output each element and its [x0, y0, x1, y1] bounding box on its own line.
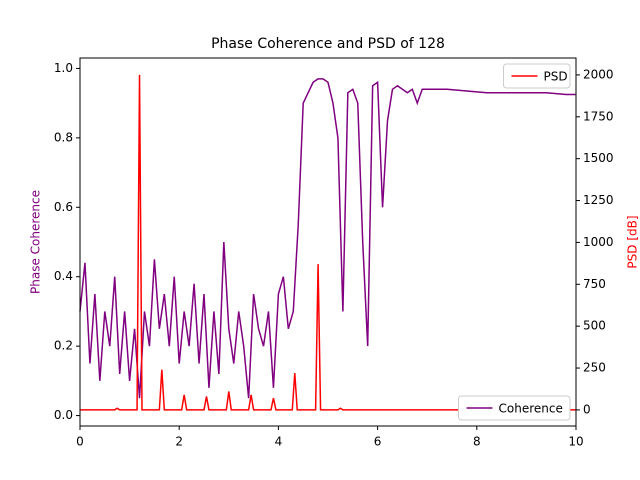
y2-tick-label: 1250: [583, 193, 614, 207]
y2-tick-label: 250: [583, 361, 606, 375]
y-tick-label: 0.2: [54, 339, 73, 353]
x-tick-label: 2: [175, 435, 183, 449]
chart-title: Phase Coherence and PSD of 128: [211, 36, 445, 52]
y-tick-label: 0.8: [54, 130, 73, 144]
y-tick-label: 0.4: [54, 269, 73, 283]
legend-label: Coherence: [499, 402, 563, 416]
x-tick-label: 8: [473, 435, 481, 449]
y-tick-label: 0.0: [54, 408, 73, 422]
y2-tick-label: 500: [583, 319, 606, 333]
data-line: [80, 74, 576, 411]
y-tick-label: 1.0: [54, 61, 73, 75]
x-tick-label: 4: [275, 435, 283, 449]
y2-tick-label: 0: [583, 402, 591, 416]
x-tick-label: 10: [568, 435, 583, 449]
y-tick-label: 0.6: [54, 200, 73, 214]
y2-tick-label: 1500: [583, 151, 614, 165]
x-tick-label: 0: [76, 435, 84, 449]
y2-tick-label: 750: [583, 277, 606, 291]
plot-frame: [79, 57, 577, 427]
y2-tick-label: 1000: [583, 235, 614, 249]
legend-box: [458, 395, 571, 421]
data-line: [79, 78, 576, 399]
y2-tick-label: 1750: [583, 109, 614, 123]
y2-axis-label: PSD [dB]: [626, 215, 640, 268]
y-axis-label: Phase Coherence: [29, 190, 43, 294]
legend-label: PSD: [544, 70, 568, 84]
x-tick-label: 6: [374, 435, 382, 449]
y2-tick-label: 2000: [583, 67, 614, 81]
